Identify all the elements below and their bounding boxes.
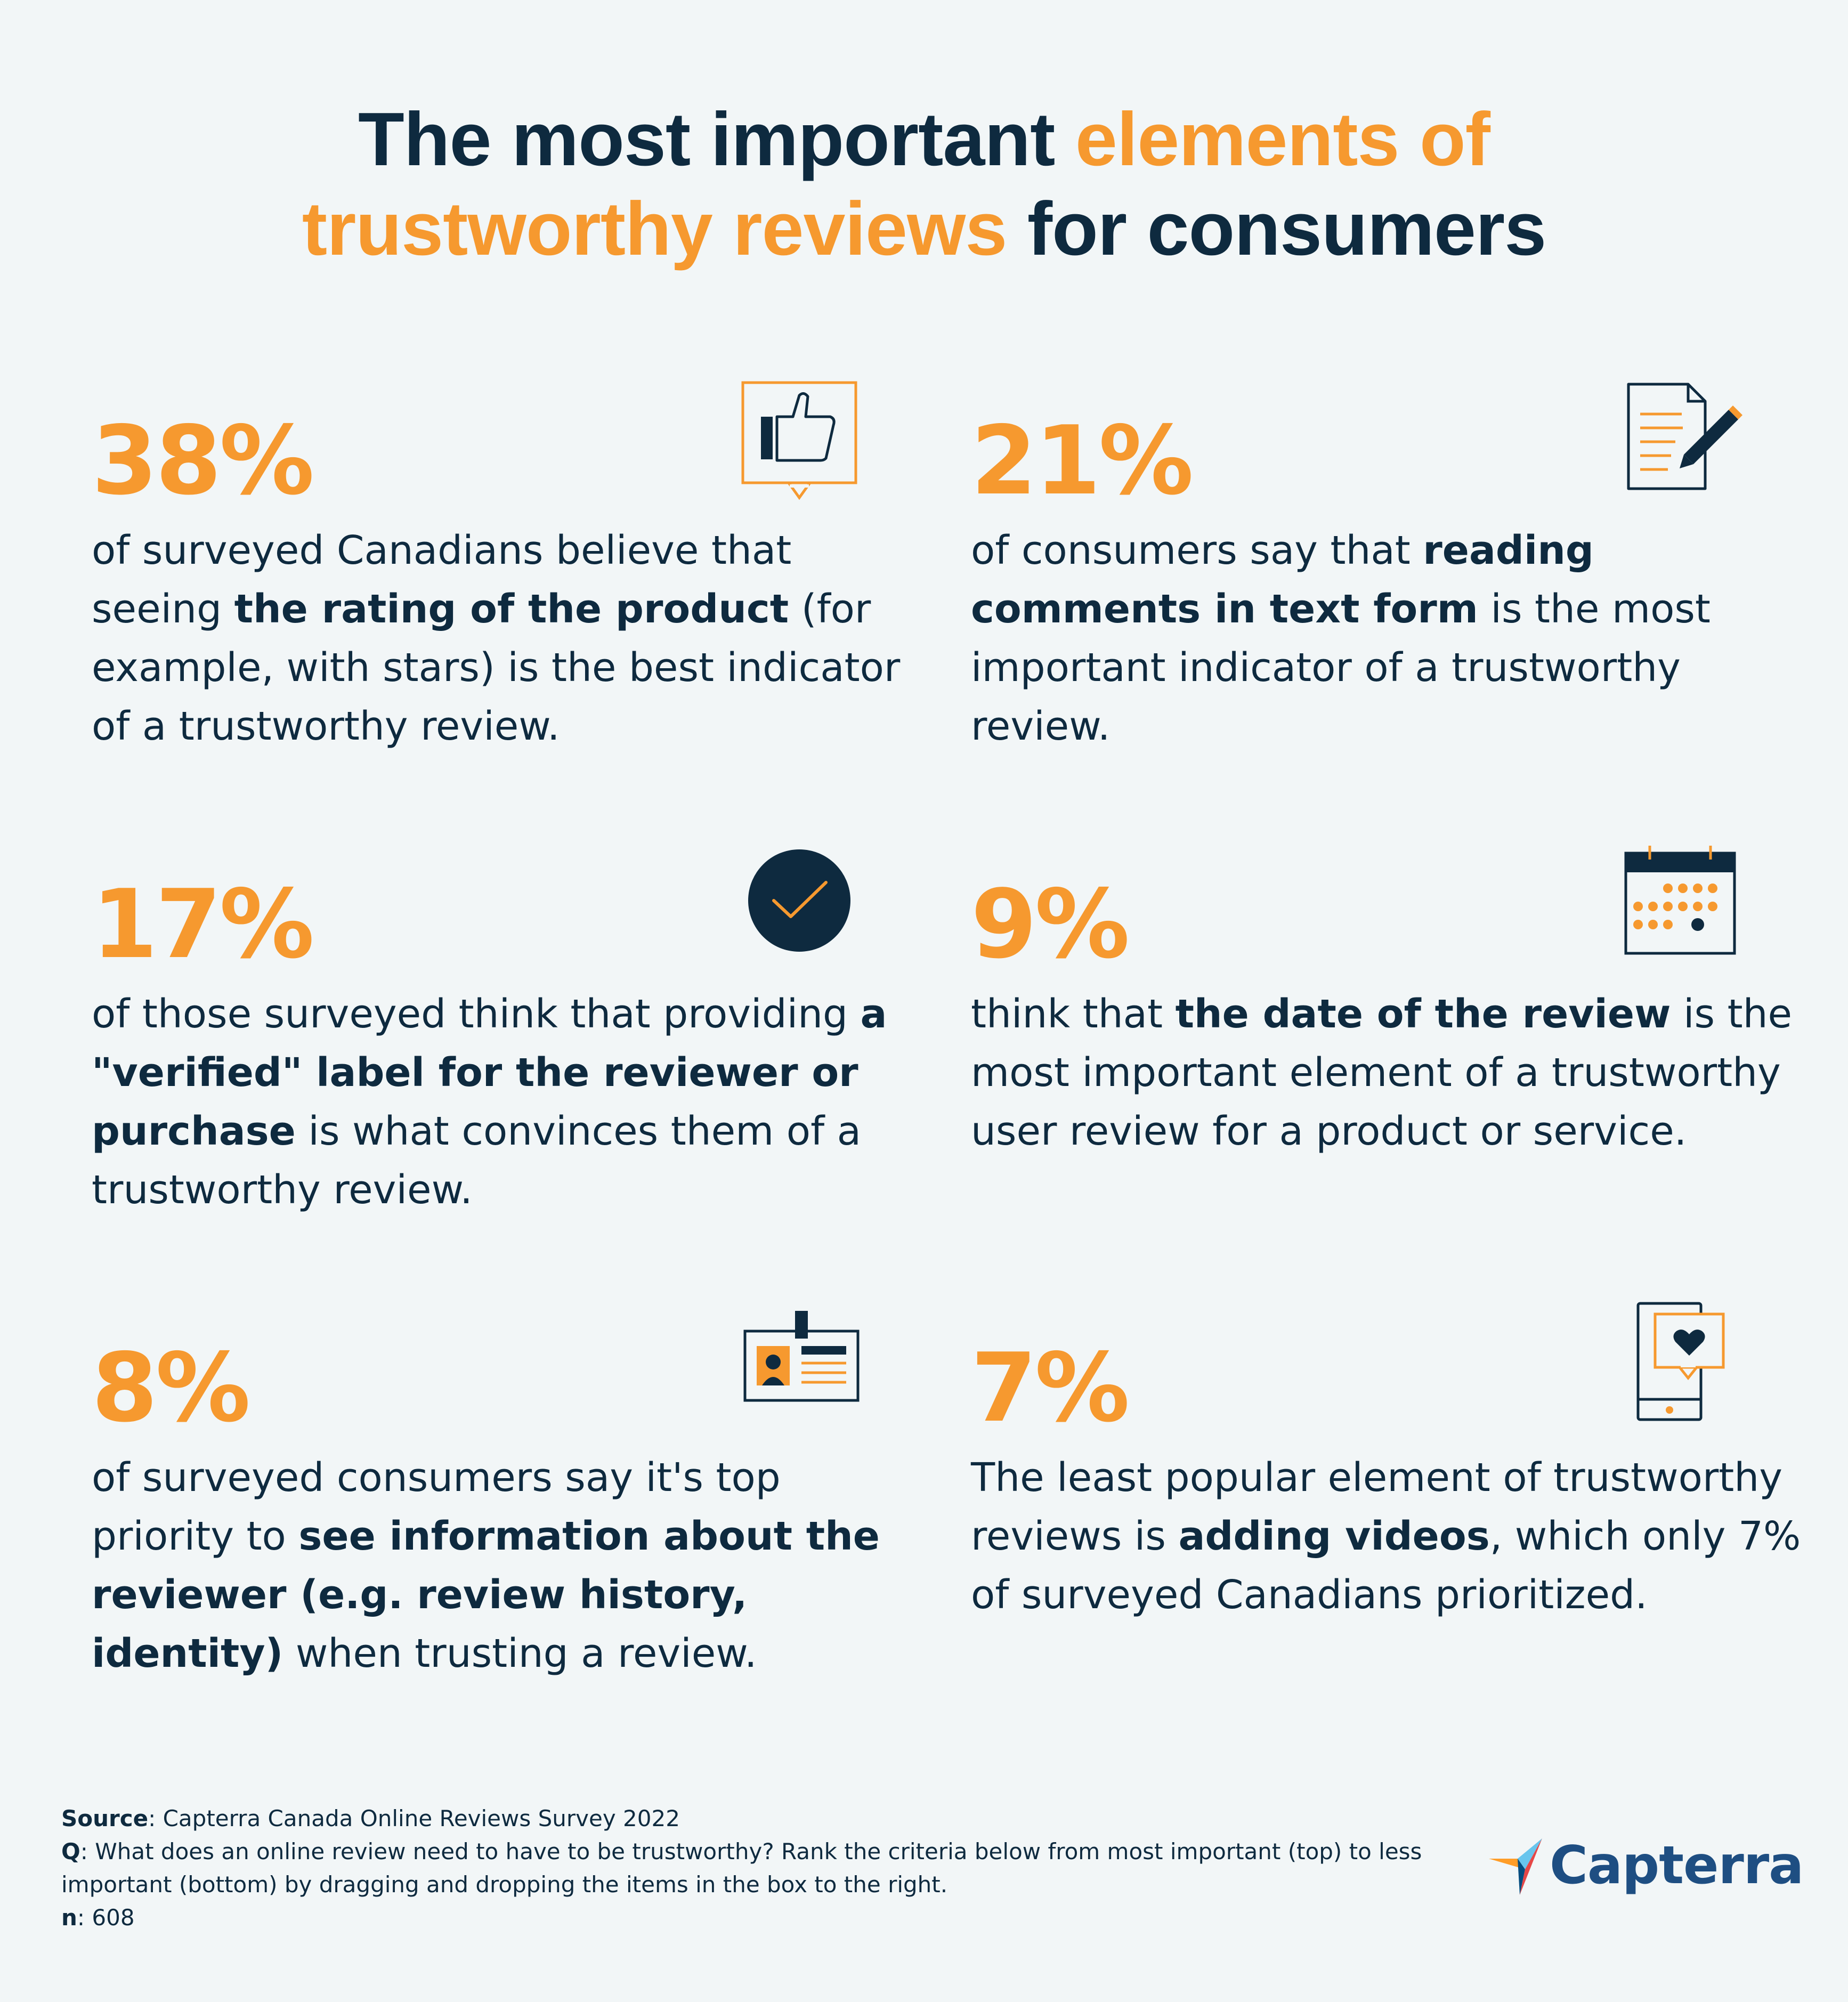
stat-description: of surveyed consumers say it's top prior…	[92, 1455, 880, 1676]
stat-description: of surveyed Canadians believe that seein…	[92, 528, 901, 749]
checkmark-circle-icon	[748, 849, 850, 952]
stat-description: think that the date of the review is the…	[971, 991, 1793, 1154]
page-title: The most important elements of trustwort…	[0, 95, 1848, 274]
stat-percent: 8%	[92, 1333, 250, 1443]
title-highlight-2: trustworthy reviews	[302, 187, 1008, 271]
calendar-icon	[1624, 846, 1736, 955]
footer-sample-size: n: 608	[61, 1904, 135, 1931]
phone-heart-icon	[1636, 1302, 1725, 1421]
capterra-logo-icon	[1489, 1838, 1542, 1895]
stat-percent: 21%	[971, 406, 1194, 516]
stat-card-text-comments: 21% of consumers say that reading commen…	[971, 410, 1802, 756]
stat-percent: 17%	[92, 869, 314, 979]
title-highlight-1: elements of	[1075, 97, 1490, 182]
stat-card-videos: 7% The least popular element of trustwor…	[971, 1338, 1802, 1624]
stat-card-rating: 38% of surveyed Canadians believe that s…	[92, 410, 923, 756]
document-pencil-icon	[1627, 383, 1742, 490]
capterra-logo[interactable]: Capterra	[1487, 1833, 1804, 1902]
id-badge-icon	[743, 1311, 860, 1402]
stat-card-date: 9% think that the date of the review is …	[971, 874, 1802, 1161]
stat-percent: 38%	[92, 406, 314, 516]
stat-description: of those surveyed think that providing a…	[92, 991, 887, 1213]
stat-card-verified: 17% of those surveyed think that providi…	[92, 874, 923, 1219]
stat-description: The least popular element of trustworthy…	[971, 1455, 1801, 1618]
footer-notes: Source: Capterra Canada Online Reviews S…	[61, 1802, 1447, 1934]
stat-description: of consumers say that reading comments i…	[971, 528, 1711, 749]
stat-card-reviewer-info: 8% of surveyed consumers say it's top pr…	[92, 1338, 923, 1683]
thumbs-up-speech-icon	[741, 381, 857, 500]
capterra-logo-text: Capterra	[1550, 1835, 1804, 1896]
stat-percent: 9%	[971, 869, 1130, 979]
stat-percent: 7%	[971, 1333, 1130, 1443]
title-part-1: The most important	[358, 97, 1075, 182]
footer-source: Source: Capterra Canada Online Reviews S…	[61, 1805, 680, 1831]
footer-question: Q: What does an online review need to ha…	[61, 1838, 1422, 1898]
title-part-4: for consumers	[1007, 187, 1546, 271]
